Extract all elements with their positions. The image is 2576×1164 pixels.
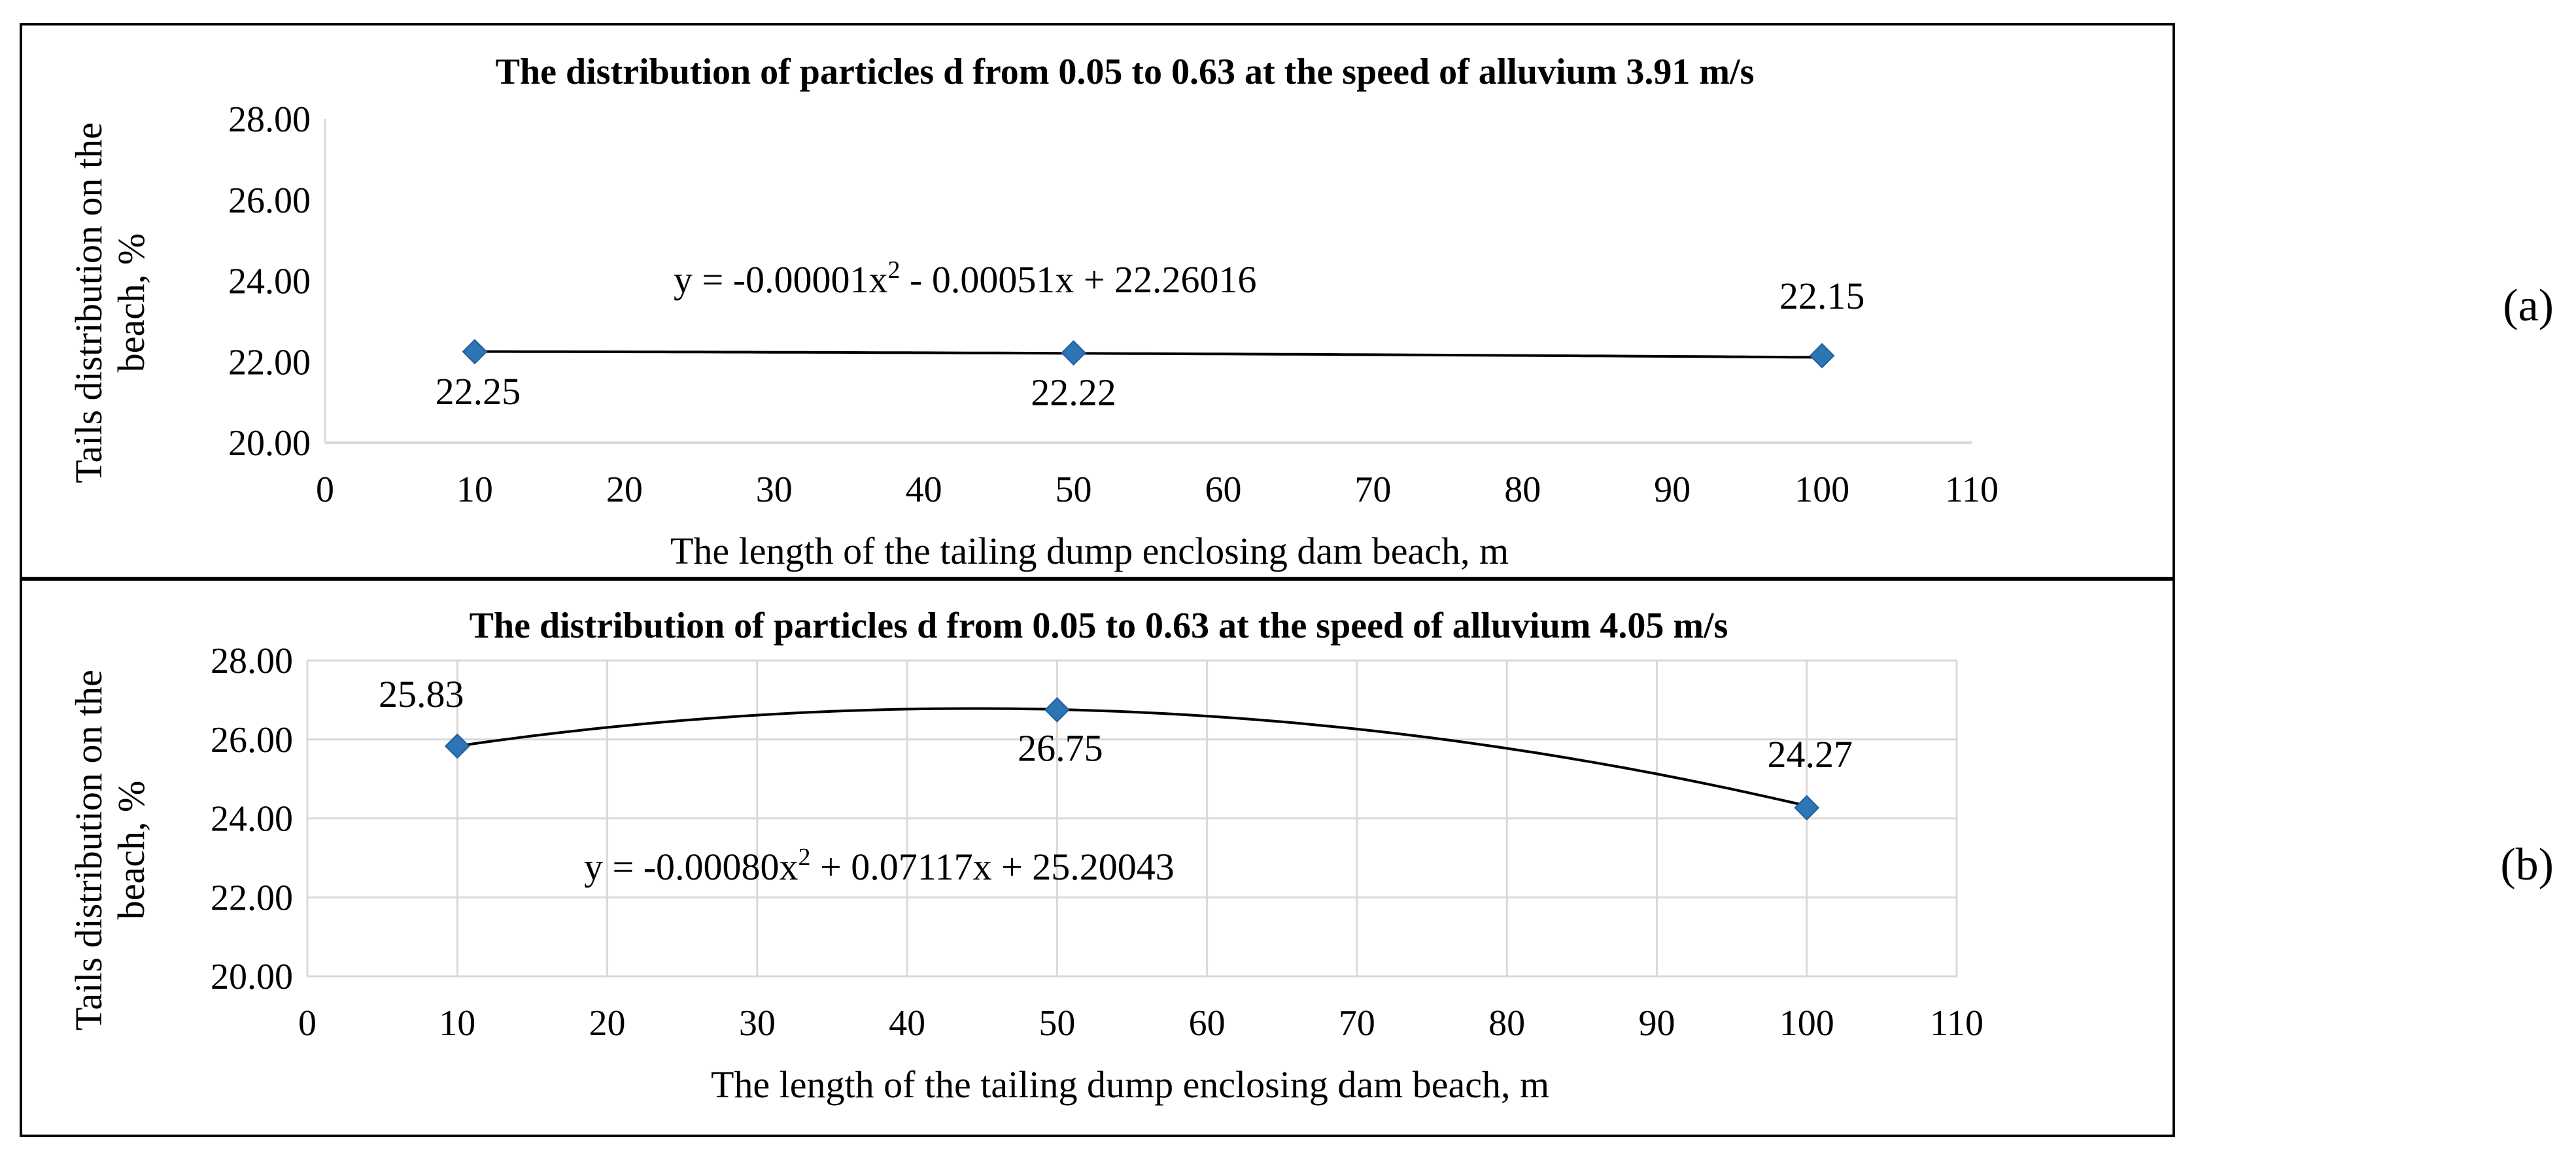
panel-a-x-tick-label: 10: [456, 470, 493, 510]
panel-a-ylabel-line1: Tails distribution on the: [67, 122, 110, 483]
panel-b-x-tick-label: 100: [1779, 1003, 1834, 1044]
panel-b-data-label: 24.27: [1767, 733, 1853, 776]
panel-b-x-tick-label: 40: [889, 1003, 925, 1044]
panel-b-x-tick-label: 0: [298, 1003, 317, 1044]
panel-b-x-tick-label: 70: [1339, 1003, 1375, 1044]
panel-b: The distribution of particles d from 0.0…: [67, 606, 2554, 1106]
panel-b-x-tick-label: 20: [589, 1003, 626, 1044]
panel-a-x-tick-label: 60: [1205, 470, 1241, 510]
panel-b-y-tick-label: 26.00: [211, 720, 293, 761]
panel-a-marker: [1809, 343, 1835, 369]
panel-b-marker: [1044, 697, 1070, 723]
panel-b-grid: [306, 659, 1958, 978]
panel-a-points: [462, 339, 1835, 369]
panel-a-letter: (a): [2503, 281, 2554, 331]
panel-a-y-tick-label: 20.00: [228, 423, 311, 464]
panel-a-data-label: 22.15: [1779, 275, 1865, 317]
panel-b-equation: y = -0.00080x2 + 0.07117x + 25.20043: [584, 844, 1175, 888]
panel-a-x-tick-label: 80: [1504, 470, 1541, 510]
panel-b-y-tick-label: 20.00: [211, 957, 293, 997]
panel-a-y-tick-label: 28.00: [228, 99, 311, 140]
panel-b-ylabel-line2: beach, %: [110, 781, 152, 920]
panel-a-y-ticks: 20.00 22.00 24.00 26.00 28.00: [228, 99, 311, 464]
panel-b-letter: (b): [2500, 840, 2554, 890]
panel-a-data-label: 22.22: [1031, 371, 1116, 414]
panel-a-equation: y = -0.00001x2 - 0.00051x + 22.26016: [674, 256, 1257, 301]
panel-a-x-tick-label: 110: [1945, 470, 1999, 510]
panel-a-marker: [462, 339, 488, 365]
panel-a-x-tick-label: 50: [1056, 470, 1092, 510]
panel-a-title: The distribution of particles d from 0.0…: [496, 52, 1755, 92]
panel-b-x-tick-label: 50: [1039, 1003, 1075, 1044]
panel-a-x-tick-label: 20: [606, 470, 643, 510]
panel-a-x-tick-label: 100: [1795, 470, 1849, 510]
panel-a-x-tick-label: 40: [906, 470, 942, 510]
panel-a-data-label: 22.25: [436, 370, 521, 413]
panel-b-x-tick-label: 80: [1488, 1003, 1525, 1044]
panel-b-data-label: 26.75: [1018, 727, 1103, 769]
panel-b-x-tick-label: 60: [1189, 1003, 1226, 1044]
panel-a-x-tick-label: 70: [1354, 470, 1391, 510]
panel-b-x-tick-label: 90: [1638, 1003, 1675, 1044]
panel-b-xlabel: The length of the tailing dump enclosing…: [711, 1063, 1549, 1106]
panel-b-x-tick-label: 110: [1930, 1003, 1984, 1044]
panel-b-marker: [1794, 795, 1820, 821]
panel-b-y-tick-label: 24.00: [211, 799, 293, 840]
panel-a-x-tick-label: 90: [1654, 470, 1691, 510]
panel-b-y-tick-label: 28.00: [211, 641, 293, 681]
panel-b-data-labels: 25.83 26.75 24.27: [379, 673, 1853, 776]
panel-b-ylabel-line1: Tails distribution on the: [67, 670, 110, 1031]
panel-b-x-tick-label: 30: [739, 1003, 776, 1044]
panel-b-x-ticks: 0 10 20 30 40 50 60 70 80 90 100 110: [298, 1003, 1984, 1044]
panel-a-y-tick-label: 26.00: [228, 180, 311, 221]
panel-a-marker: [1061, 340, 1086, 366]
panel-b-title: The distribution of particles d from 0.0…: [470, 606, 1728, 646]
panel-b-x-tick-label: 10: [439, 1003, 475, 1044]
panel-a-xlabel: The length of the tailing dump enclosing…: [670, 530, 1509, 572]
panel-b-marker: [444, 733, 470, 759]
panel-b-y-ticks: 20.00 22.00 24.00 26.00 28.00: [211, 641, 293, 997]
panel-a: The distribution of particles d from 0.0…: [67, 52, 2554, 572]
panel-b-points: [444, 697, 1820, 821]
panel-a-y-tick-label: 22.00: [228, 342, 311, 383]
panel-a-x-tick-label: 0: [316, 470, 334, 510]
panel-b-trendline: [457, 707, 1808, 808]
panel-a-y-tick-label: 24.00: [228, 262, 311, 302]
panel-b-data-label: 25.83: [379, 673, 464, 715]
panel-a-x-tick-label: 30: [756, 470, 793, 510]
panel-a-trendline: [474, 350, 1823, 359]
panel-a-data-labels: 22.25 22.22 22.15: [436, 275, 1865, 414]
panel-a-ylabel-line2: beach, %: [110, 233, 152, 373]
panel-b-y-tick-label: 22.00: [211, 878, 293, 918]
panel-a-x-ticks: 0 10 20 30 40 50 60 70 80 90 100 110: [316, 470, 1999, 510]
